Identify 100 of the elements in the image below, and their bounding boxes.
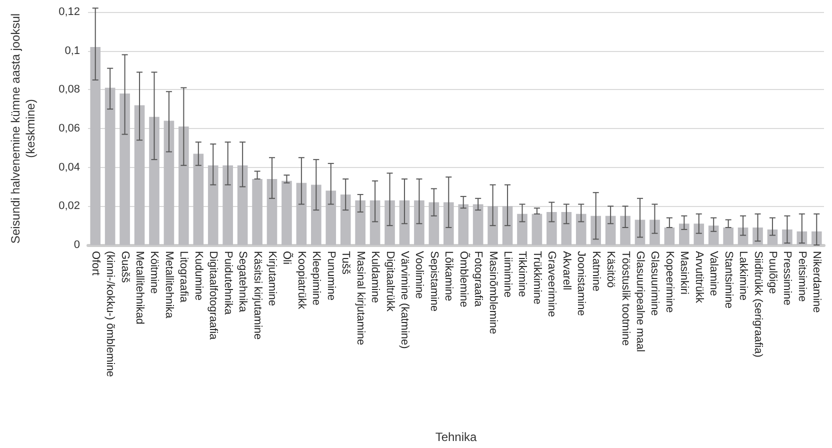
bar	[252, 178, 262, 245]
bar	[355, 200, 366, 245]
x-tick-label: Nikerdamine	[810, 251, 823, 313]
x-tick-label: Punumine	[324, 251, 337, 301]
y-tick-label: 0,02	[58, 200, 80, 212]
x-tick-label: Digitaalfotograafia	[207, 251, 220, 341]
x-tick-label: Koopiatrükk	[295, 251, 308, 310]
bar	[311, 184, 322, 245]
bar	[428, 202, 440, 245]
x-tick-label: Tööstuslik tootmine	[619, 251, 632, 346]
x-tick-label: Glasuuripealne maal	[634, 251, 646, 352]
x-tick-label: Metallitehnika	[162, 251, 175, 320]
x-tick-label: Digitaaltrükk	[384, 251, 396, 312]
x-tick-label: Õmblemine	[457, 251, 470, 308]
bar	[282, 180, 292, 245]
x-tick-label: Voolimine	[413, 251, 426, 299]
x-tick-label: Valamine	[708, 251, 720, 296]
bar	[90, 46, 101, 245]
x-tick-label: Kudumine	[192, 251, 204, 301]
x-tick-label: Fotograafia	[472, 251, 484, 308]
bar	[664, 228, 675, 245]
x-tick-label: Segatehnika	[236, 251, 249, 314]
x-tick-label: Õli	[280, 251, 294, 264]
x-tick-label: Puulõige	[766, 251, 778, 294]
x-tick-label: Ofort	[89, 251, 102, 276]
bar	[266, 178, 278, 245]
y-tick-label: 0,1	[64, 44, 80, 57]
x-tick-label: Tušš	[340, 251, 352, 275]
bar	[414, 200, 424, 245]
y-tick-label: 0,04	[58, 161, 80, 174]
bar	[590, 216, 601, 245]
x-tick-label: Guašš	[118, 251, 131, 284]
x-tick-label: Stantsimine	[722, 251, 734, 308]
bar	[399, 200, 410, 245]
bar	[222, 165, 233, 245]
y-axis-title: Seisundi halvenemine kümne aasta jooksul (keskmine)	[8, 13, 38, 244]
x-tick-label: Liimimine	[502, 251, 514, 298]
x-tick-label: Käsitsi kirjutamine	[251, 251, 264, 340]
x-tick-label: Kuldamine	[369, 251, 382, 303]
bar	[208, 165, 218, 245]
y-tick-label: 0,06	[58, 122, 80, 134]
bar	[546, 212, 557, 245]
x-tick-label: Metallitehnikad	[134, 251, 146, 324]
x-tick-label: Pressimine	[781, 251, 794, 306]
x-tick-label: Köitmine	[148, 251, 160, 294]
x-tick-label: Lõikamine	[442, 251, 455, 302]
x-tick-label: Värvimine (katmine)	[398, 251, 410, 349]
bar	[517, 214, 528, 245]
x-tick-label: Joonistamine	[575, 251, 588, 316]
bar	[620, 216, 630, 245]
bar	[149, 116, 160, 245]
x-tick-label: Akvarell	[560, 251, 572, 290]
bar	[708, 226, 719, 245]
bar	[458, 204, 469, 245]
x-tick-label: Masinõmblemine	[486, 251, 499, 334]
x-tick-label: Käsitöö	[604, 251, 617, 288]
y-tick-label: 0	[74, 239, 80, 251]
bar	[340, 194, 351, 245]
bar	[532, 214, 542, 245]
bar	[502, 206, 513, 245]
x-tick-label: Katmine	[590, 251, 602, 292]
bar	[178, 126, 189, 245]
x-tick-label: Lakkimine	[737, 251, 750, 301]
x-tick-label: (kinni-/kokku-) õmblemine	[104, 251, 116, 377]
x-tick-label: Siiditrükk (serigraafia)	[752, 251, 764, 358]
x-tick-label: Peitsimine	[796, 251, 808, 302]
x-tick-label: Masinal kirjutamine	[354, 251, 366, 346]
bar	[384, 200, 395, 245]
bar	[723, 228, 734, 245]
x-tick-label: Kopeerimine	[663, 251, 676, 313]
x-tick-label: Masinkiri	[678, 251, 690, 294]
bar	[694, 224, 704, 245]
bar	[134, 105, 145, 245]
x-tick-label: Glasuurimine	[648, 251, 661, 316]
bar	[326, 190, 336, 245]
bar	[738, 228, 748, 245]
bar	[443, 202, 454, 245]
x-tick-label: Sepistamine	[428, 251, 440, 312]
bar	[120, 94, 130, 245]
y-tick-label: 0,12	[58, 6, 80, 18]
bar	[164, 120, 174, 245]
bar	[576, 214, 586, 245]
bar	[296, 182, 307, 245]
bar	[679, 224, 690, 245]
bar	[767, 229, 778, 245]
bar	[104, 88, 116, 245]
bar	[193, 154, 204, 245]
bar	[605, 216, 616, 245]
x-tick-label: Kirjutamine	[266, 251, 278, 306]
bar	[370, 200, 380, 245]
bar	[488, 206, 498, 245]
x-tick-label: Arvutitrükk	[692, 251, 705, 304]
bar	[237, 165, 248, 245]
x-axis-title: Tehnika	[435, 430, 477, 444]
bar	[650, 220, 660, 245]
y-tick-label: 0,08	[58, 84, 80, 96]
x-tick-label: Tikkimine	[516, 251, 528, 298]
bar	[472, 204, 484, 245]
x-tick-label: Graveerimine	[546, 251, 558, 318]
x-tick-label: Puidutehnika	[222, 251, 234, 316]
